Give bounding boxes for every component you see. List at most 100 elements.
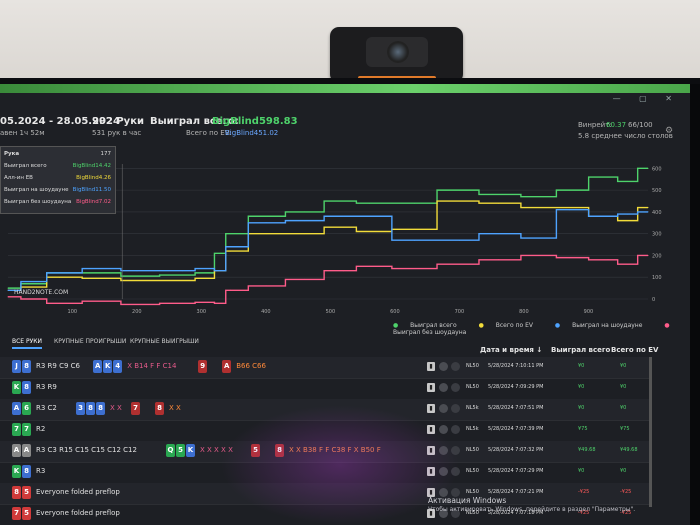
- turn-card: 7: [131, 402, 140, 415]
- legend-sd-label: Выиграл на шоудауне: [572, 322, 643, 329]
- hand2note-window: — ▢ ✕ 05.2024 - 28.05.2024 авен 1ч 52м 9…: [0, 84, 690, 525]
- series-point-ev: [497, 202, 499, 204]
- x-tick-label: 900: [584, 309, 594, 315]
- replay-icon[interactable]: ▮: [427, 404, 435, 413]
- board-card: K: [103, 360, 113, 373]
- avg-tables: 5.8 среднее число столов: [578, 132, 673, 140]
- hand-won: ¥0: [578, 363, 585, 369]
- tag-icon[interactable]: [451, 425, 460, 434]
- table-row[interactable]: J 8 R3 R9 C9 C6 A K 4 X B14 F F C14 9 A B66 C66 ▮ N…: [0, 357, 650, 379]
- note-icon[interactable]: [439, 488, 448, 497]
- table-row[interactable]: K 8 R3 R9 ▮ NL50 5/28/2024 7:09:29 PM ¥0 ¥0: [0, 378, 650, 400]
- series-point-sd: [497, 233, 499, 235]
- webcam-lens: [366, 37, 428, 67]
- series-point-sd: [647, 211, 649, 213]
- table-scrollbar[interactable]: [649, 357, 652, 507]
- table-row[interactable]: 7 5 Everyone folded preflop ▮ NL50 5/28/2024 …: [0, 504, 650, 525]
- window-titlebar: [0, 84, 690, 93]
- replay-icon[interactable]: ▮: [427, 509, 435, 518]
- profit-chart[interactable]: 600 500 400 300 200 100 0 100 200 300 400 500 600 700…: [0, 144, 690, 319]
- note-icon[interactable]: [439, 425, 448, 434]
- col-date[interactable]: Дата и время ↓: [480, 346, 543, 354]
- chart-legend: ● Выиграл всего ● Всего по EV ● Выиграл …: [393, 322, 690, 336]
- tag-icon[interactable]: [451, 488, 460, 497]
- replay-icon[interactable]: ▮: [427, 362, 435, 371]
- y-tick-label: 200: [652, 253, 662, 259]
- series-point-sd: [542, 237, 544, 239]
- preflop-actions: Everyone folded preflop: [36, 488, 120, 496]
- replay-icon[interactable]: ▮: [427, 383, 435, 392]
- legend-sd[interactable]: ● Выиграл на шоудауне: [554, 322, 643, 329]
- winrate-value: 60.37: [606, 121, 627, 129]
- hand-date: 5/28/2024 7:09:29 PM: [488, 384, 544, 390]
- note-icon[interactable]: [439, 467, 448, 476]
- replay-icon[interactable]: ▮: [427, 488, 435, 497]
- tab-all-hands[interactable]: ВСЕ РУКИ: [12, 336, 43, 349]
- series-point-ev: [304, 233, 306, 235]
- table-row[interactable]: K 8 R3 ▮ NL50 5/28/2024 7:07:29 PM ¥0 ¥0: [0, 462, 650, 484]
- tab-big-wins[interactable]: КРУПНЫЕ ВЫИГРЫШИ: [130, 338, 199, 345]
- tt-nosd-label: Выиграл без шоудауна: [4, 199, 72, 205]
- tag-icon[interactable]: [451, 446, 460, 455]
- legend-ev-label: Всего по EV: [495, 322, 533, 329]
- series-point-nosd: [413, 268, 415, 270]
- tab-big-losses[interactable]: КРУПНЫЕ ПРОИГРЫШИ: [54, 338, 127, 345]
- hole-card: 7: [22, 423, 31, 436]
- replay-icon[interactable]: ▮: [427, 425, 435, 434]
- series-point-total: [413, 202, 415, 204]
- windows-activation-title: Активация Windows: [428, 496, 507, 505]
- hole-card: J: [12, 360, 21, 373]
- tt-won-label: Выиграл всего: [4, 163, 47, 169]
- note-icon[interactable]: [439, 446, 448, 455]
- hand-won: ¥0: [578, 384, 585, 390]
- tt-sd-label: Выиграл на шоудауне: [4, 187, 69, 193]
- series-point-ev: [265, 233, 267, 235]
- legend-total[interactable]: ● Выиграл всего: [393, 322, 457, 329]
- series-point-nosd: [207, 301, 209, 303]
- date-range[interactable]: 05.2024 - 28.05.2024: [0, 116, 120, 127]
- hand-date: 5/28/2024 7:07:39 PM: [488, 426, 544, 432]
- window-controls[interactable]: — ▢ ✕: [612, 94, 680, 103]
- winrate-label: Винрейт:: [578, 121, 612, 129]
- replay-icon[interactable]: ▮: [427, 467, 435, 476]
- tag-icon[interactable]: [451, 362, 460, 371]
- note-icon[interactable]: [439, 383, 448, 392]
- x-tick-label: 400: [261, 309, 271, 315]
- note-icon[interactable]: [439, 509, 448, 518]
- tag-icon[interactable]: [451, 383, 460, 392]
- series-point-total: [607, 176, 609, 178]
- legend-nosd[interactable]: ● Выиграл без шоудауна: [393, 322, 670, 336]
- legend-ev[interactable]: ● Всего по EV: [478, 322, 533, 329]
- replay-icon[interactable]: ▮: [427, 446, 435, 455]
- note-icon[interactable]: [439, 362, 448, 371]
- played-time: авен 1ч 52м: [0, 129, 45, 137]
- series-point-sd: [265, 222, 267, 224]
- hand-date: 5/28/2024 7:10:11 PM: [488, 363, 544, 369]
- col-won[interactable]: Выиграл всего: [551, 346, 611, 354]
- table-row[interactable]: 7 7 R2 ▮ NL5k 5/28/2024 7:07:39 PM ¥75 ¥75: [0, 420, 650, 442]
- board-card: Q: [166, 444, 175, 457]
- tag-icon[interactable]: [451, 404, 460, 413]
- tag-icon[interactable]: [451, 509, 460, 518]
- hand-won: -¥25: [578, 510, 590, 516]
- board-card: 8: [86, 402, 95, 415]
- series-point-ev: [413, 228, 415, 230]
- series-point-total: [230, 233, 232, 235]
- hand-ev: ¥49.68: [620, 447, 638, 453]
- board-card: A: [93, 360, 103, 373]
- note-icon[interactable]: [439, 404, 448, 413]
- room-limit: NL50: [466, 384, 479, 390]
- series-point-ev: [230, 250, 232, 252]
- tag-icon[interactable]: [451, 467, 460, 476]
- series-point-sd: [207, 268, 209, 270]
- hole-card: 7: [12, 507, 21, 520]
- hands-count: 992 Руки: [92, 116, 144, 127]
- settings-icon[interactable]: ⚙: [665, 126, 674, 136]
- series-point-nosd: [230, 289, 232, 291]
- col-ev[interactable]: Всего по EV: [611, 346, 659, 354]
- board-card: 4: [113, 360, 123, 373]
- later-actions: B66 C66: [236, 362, 266, 370]
- table-row[interactable]: 8 5 Everyone folded preflop ▮ NL50 5/28/2024 …: [0, 483, 650, 505]
